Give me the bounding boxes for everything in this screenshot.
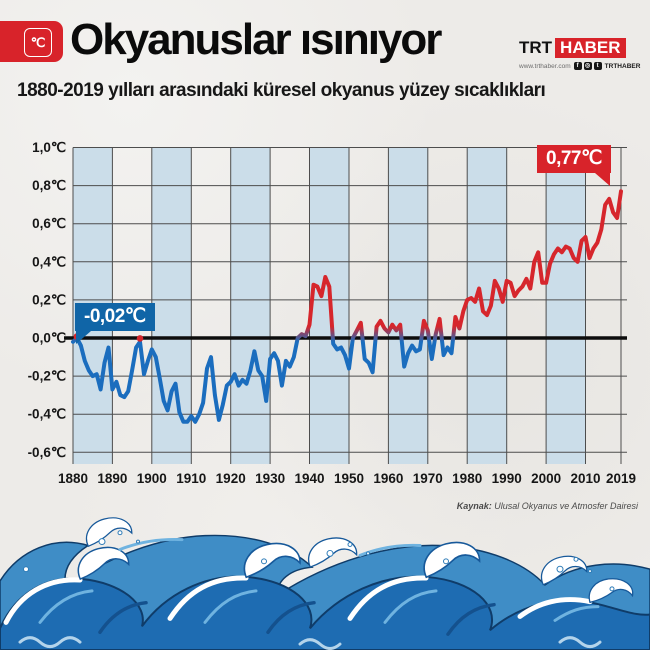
source-label: Kaynak: [456,501,492,511]
y-axis-tick-label: -0,4℃ [28,407,67,422]
x-axis-tick-label: 1910 [176,471,206,486]
decade-band [388,147,428,464]
x-axis-tick-label: 2019 [606,471,636,486]
chart-subtitle: 1880-2019 yılları arasındaki küresel oky… [17,80,546,101]
x-axis-tick-label: 1940 [294,471,324,486]
wave-streaks [38,537,600,624]
x-axis-tick-label: 1880 [58,471,88,486]
trt-logo-text: TRT [519,38,553,57]
celsius-badge-icon: ℃ [0,21,63,62]
decade-band [467,147,507,464]
y-axis-tick-label: -0,2℃ [28,369,67,384]
y-axis-tick-label: 0,2℃ [32,292,67,307]
x-axis-tick-label: 2000 [531,471,561,486]
celsius-glyph: ℃ [30,35,46,50]
facebook-icon: f [573,62,582,70]
social-icons: f ◎ t [573,62,602,70]
brand-social-handle: TRTHABER [604,62,641,70]
bottom-foam [18,636,602,650]
annotation-last-value: 0,77℃ [537,145,611,186]
y-axis-tick-label: 0,6℃ [32,216,67,231]
source-note: Kaynak: Ulusal Okyanus ve Atmosfer Daire… [457,501,638,511]
trt-haber-logo: TRT HABER [519,38,626,58]
x-axis-tick-label: 1990 [492,471,522,486]
brand-subline: www.trthaber.com f ◎ t TRTHABER [519,62,640,70]
wave-shadows [98,600,496,636]
source-text: Ulusal Okyanus ve Atmosfer Dairesi [491,501,638,511]
x-axis-tick-label: 1890 [97,471,127,486]
twitter-icon: t [593,62,602,70]
y-axis-tick-label: 0,8℃ [32,178,67,193]
ocean-waves-illustration [0,517,650,650]
front-foam [77,541,634,604]
x-axis-tick-label: 1970 [413,471,443,486]
temperature-line [71,189,623,424]
x-axis-tick-label: 1920 [216,471,246,486]
haber-logo-badge: HABER [555,38,626,58]
annotation-first-value: -0,02℃ [75,303,155,344]
y-axis-tick-label: 0,4℃ [32,254,67,269]
decade-band [151,147,192,464]
x-axis-tick-label: 1980 [452,471,482,486]
y-axis-tick-label: 0,0℃ [32,331,67,346]
decade-band [230,147,271,464]
x-axis-tick-label: 2010 [570,471,600,486]
decade-band [546,147,586,464]
brand-website: www.trthaber.com [519,62,571,70]
y-axis-tick-label: 1,0℃ [32,140,67,155]
x-axis-tick-label: 1900 [137,471,167,486]
y-axis-tick-label: -0,6℃ [28,445,67,460]
highlight-dot [136,335,144,342]
x-axis-tick-label: 1950 [334,471,364,486]
x-axis-tick-label: 1960 [373,471,403,486]
foam-edges [3,575,593,625]
sea-spray [23,530,615,592]
instagram-icon: ◎ [583,62,592,70]
page-title: Okyanuslar ısınıyor [70,15,442,64]
x-axis-tick-label: 1930 [255,471,285,486]
thermometer-frame-icon: ℃ [24,28,52,57]
